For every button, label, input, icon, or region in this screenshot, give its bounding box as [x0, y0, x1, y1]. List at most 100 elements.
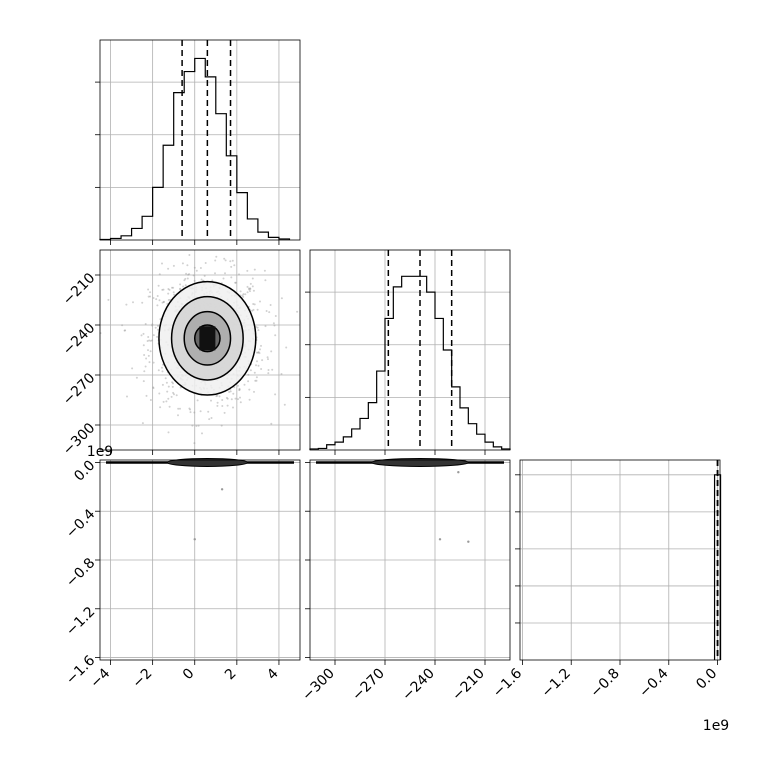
s01-point	[253, 303, 256, 306]
s01-point	[259, 348, 261, 351]
s01-point	[161, 288, 164, 291]
s01-point	[157, 328, 159, 331]
s01-point	[252, 308, 255, 311]
s01-point	[260, 368, 263, 370]
s01-point	[193, 266, 196, 269]
s01-point	[230, 276, 233, 279]
s01-point	[147, 354, 150, 357]
s01-point	[257, 351, 260, 354]
s01-point	[171, 286, 173, 289]
s01-point	[273, 324, 276, 327]
s01-point	[224, 259, 227, 262]
s01-point	[188, 273, 191, 276]
s01-point	[230, 398, 233, 401]
s01-point	[177, 414, 179, 417]
s02-xtick-label-3: 2	[222, 666, 240, 684]
s01-point	[234, 281, 237, 284]
hist2-xtick-label-3: −0.4	[636, 665, 671, 700]
s01-point	[156, 304, 159, 307]
hist-param0-panel-bg	[100, 40, 300, 240]
s01-point	[168, 405, 171, 408]
s01-point	[147, 295, 150, 298]
s01-point	[151, 339, 154, 342]
s01-point	[257, 364, 260, 367]
s12-xtick-label-0: −300	[299, 666, 338, 705]
s01-point	[179, 288, 182, 291]
s01-point	[260, 344, 262, 347]
s01-point	[152, 387, 155, 390]
s01-point	[197, 424, 200, 427]
s02-ytick-label-4: 0.0	[71, 457, 98, 484]
s01-point	[189, 408, 192, 411]
s01-point	[216, 394, 219, 397]
hist2-xtick-label-4: 0.0	[693, 666, 720, 693]
s01-point	[248, 388, 251, 391]
s01-point	[230, 265, 233, 268]
s01-point	[258, 352, 261, 355]
s01-point	[223, 411, 226, 414]
s01-point	[187, 273, 190, 276]
s01-point	[164, 377, 167, 380]
s01-point	[274, 315, 277, 317]
s01-point	[147, 336, 150, 338]
hist1-border	[309, 249, 511, 451]
s01-point	[166, 390, 169, 393]
s01-point	[266, 356, 269, 359]
s01-point	[168, 288, 171, 291]
hist2-xtick-label-0: −1.6	[490, 665, 525, 700]
s01-point	[132, 301, 134, 304]
s12-xtick-label-2: −240	[399, 666, 438, 705]
s01-point	[135, 376, 138, 379]
s01-point	[188, 254, 191, 256]
s01-point	[208, 418, 211, 421]
s01-point	[155, 298, 158, 301]
s01-point	[162, 400, 165, 403]
s01-point	[131, 367, 134, 370]
s01-point	[142, 332, 145, 335]
s01-point	[182, 285, 185, 288]
s01-point	[222, 277, 225, 280]
s01-point	[154, 326, 157, 329]
s01-point	[253, 268, 256, 271]
s01-point	[141, 422, 144, 425]
s01-point	[165, 400, 168, 403]
s01-point	[247, 380, 250, 383]
s01-point	[201, 432, 203, 435]
s01-point	[177, 407, 180, 410]
s01-point	[145, 357, 148, 360]
s01-point	[140, 334, 143, 337]
s01-point	[267, 358, 269, 361]
s01-point	[249, 282, 252, 285]
s01-point	[195, 425, 198, 427]
s02-xtick-label-2: 0	[180, 666, 198, 684]
s01-ytick-label-1: −270	[60, 370, 99, 409]
s01-point	[121, 324, 124, 327]
s01-point	[243, 383, 246, 386]
hist2-xtick-label-2: −0.8	[587, 666, 622, 701]
s01-point	[171, 385, 174, 388]
s01-point	[231, 259, 234, 262]
s01-point	[181, 262, 184, 265]
s01-point	[167, 397, 170, 400]
s01-point	[215, 255, 218, 258]
s01-point	[239, 396, 241, 399]
s01-point	[199, 410, 202, 413]
s01-point	[191, 424, 194, 427]
s01-point	[156, 335, 159, 338]
s01-point	[146, 340, 149, 342]
s01-point	[229, 390, 232, 393]
s01-point	[162, 301, 165, 304]
s01-point	[149, 399, 152, 401]
s01-point	[246, 291, 249, 294]
s01-point	[144, 365, 147, 368]
s01-point	[242, 295, 245, 298]
s01-point	[255, 376, 258, 379]
s01-point	[215, 395, 218, 398]
s01-point	[257, 329, 260, 332]
s01-point	[143, 370, 146, 373]
s01-point	[274, 393, 277, 396]
s12-xtick-label-3: −210	[449, 666, 488, 705]
s01-point	[161, 366, 163, 369]
s01-point	[271, 368, 274, 371]
